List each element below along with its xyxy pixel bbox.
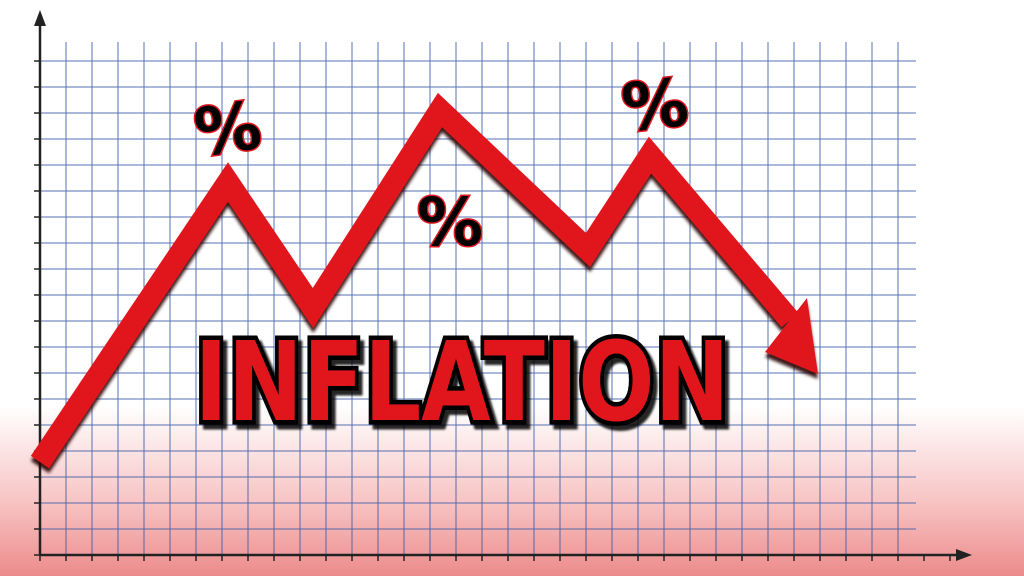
percent-symbol-left: % [190, 87, 266, 172]
trend-arrowhead [765, 298, 818, 374]
x-axis-ticks [39, 555, 951, 561]
chart-axes [34, 10, 972, 561]
x-axis-arrowhead-icon [956, 549, 972, 561]
y-axis-arrowhead-icon [34, 10, 46, 26]
zigzag-down-arrow-icon [30, 92, 818, 469]
bottom-red-glow [0, 406, 1024, 576]
y-axis-ticks [34, 60, 40, 556]
percent-symbol-right: % [618, 64, 692, 147]
percent-symbol-middle: % [417, 184, 483, 261]
headline-inflation: INFLATION [195, 318, 730, 446]
trend-line [30, 92, 799, 469]
